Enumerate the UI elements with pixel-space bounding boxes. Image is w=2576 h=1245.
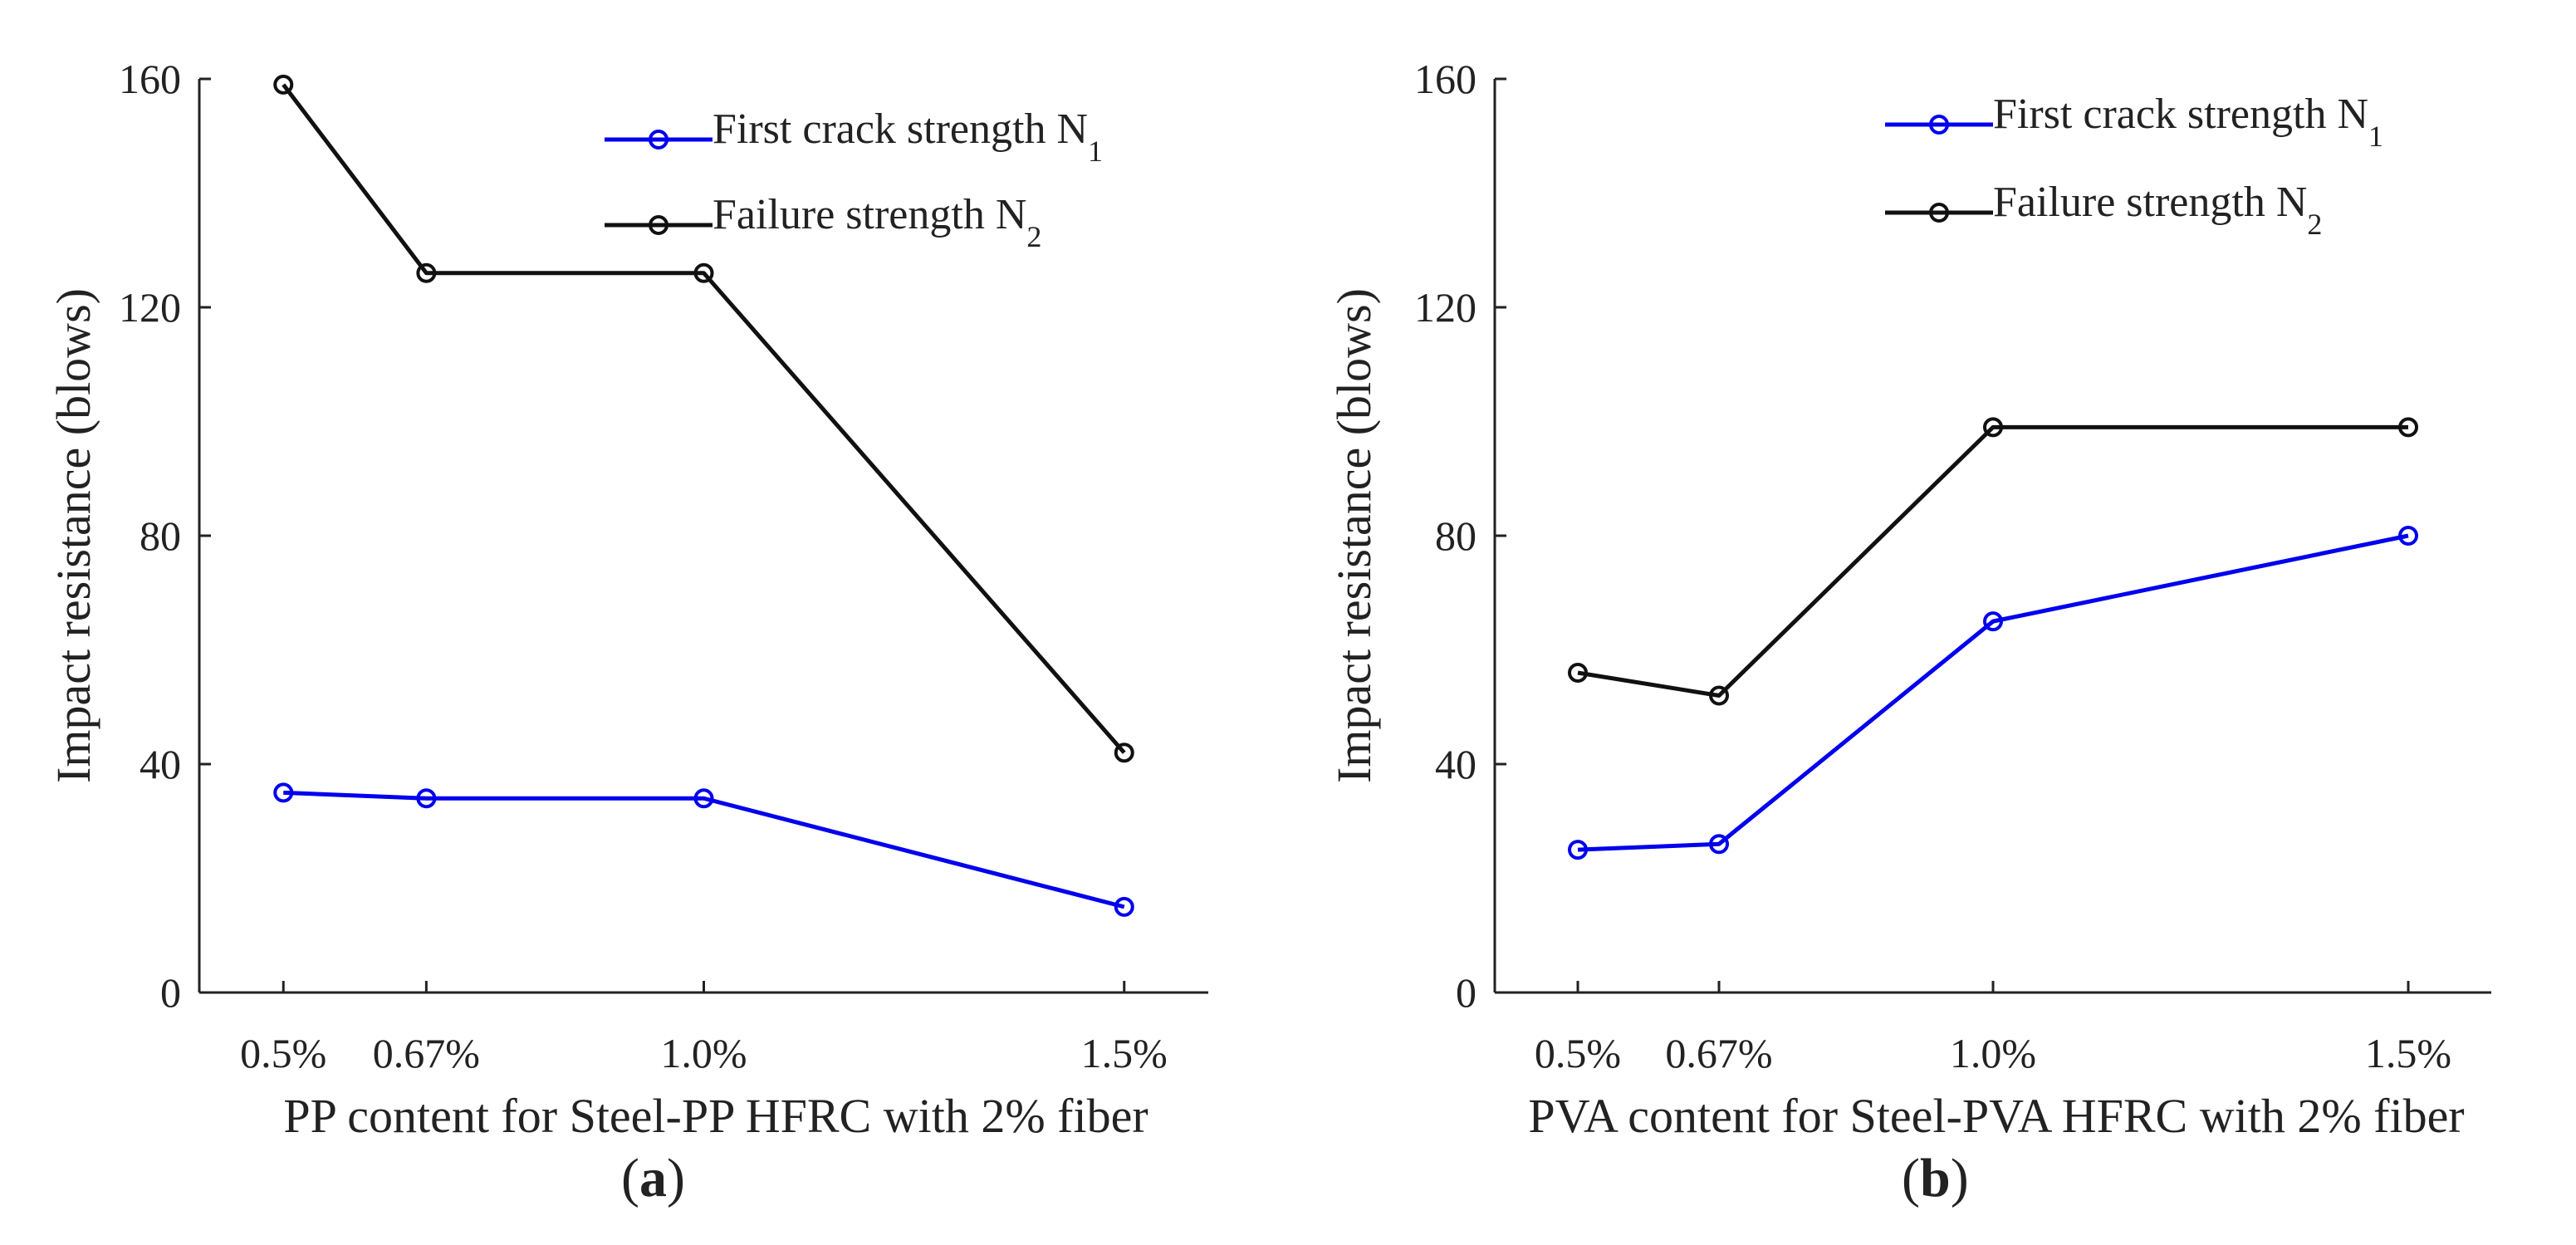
data-point-1 bbox=[1568, 840, 1588, 860]
data-point-2 bbox=[693, 262, 714, 283]
panel-label: (a) bbox=[621, 1148, 685, 1208]
data-point-1 bbox=[416, 788, 437, 809]
legend-entry-1: First crack strength N1 bbox=[713, 105, 1103, 168]
legend-subscript: 2 bbox=[1026, 220, 1041, 253]
x-tick-label: 1.0% bbox=[660, 1030, 747, 1076]
x-axis-label: PVA content for Steel-PVA HFRC with 2% f… bbox=[1528, 1089, 2464, 1143]
y-axis-label: Impact resistance (blows) bbox=[47, 288, 100, 783]
series-line-2 bbox=[1577, 424, 2408, 698]
data-point-2 bbox=[1983, 417, 2003, 438]
legend-marker-1 bbox=[1929, 115, 1949, 135]
data-point-1 bbox=[1114, 896, 1134, 917]
x-tick-label: 0.5% bbox=[240, 1030, 326, 1076]
panel-label: (b) bbox=[1902, 1148, 1969, 1208]
y-tick-label: 0 bbox=[160, 969, 181, 1016]
data-point-1 bbox=[1709, 834, 1729, 855]
panel-label-close: ) bbox=[667, 1148, 685, 1208]
data-point-2 bbox=[273, 74, 294, 95]
legend-entry-2: Failure strength N2 bbox=[713, 191, 1041, 253]
y-tick-label: 40 bbox=[140, 741, 181, 787]
y-tick-label: 160 bbox=[1414, 56, 1477, 102]
panel-label-close: ) bbox=[1951, 1148, 1969, 1208]
legend-subscript: 1 bbox=[2368, 120, 2383, 153]
data-point-1 bbox=[273, 782, 294, 803]
x-tick-label: 0.67% bbox=[1665, 1030, 1772, 1076]
panel-label-letter: b bbox=[1920, 1148, 1951, 1208]
x-tick-label: 1.5% bbox=[1081, 1030, 1168, 1076]
y-tick-label: 120 bbox=[1414, 284, 1477, 331]
legend-name: First crack strength N bbox=[1993, 91, 2368, 138]
data-point-1 bbox=[2398, 526, 2418, 546]
legend-marker-1 bbox=[649, 130, 668, 149]
legend-name: Failure strength N bbox=[713, 191, 1026, 238]
y-tick-label: 0 bbox=[1456, 969, 1477, 1016]
x-tick-label: 1.0% bbox=[1950, 1030, 2036, 1076]
data-point-2 bbox=[1568, 663, 1588, 683]
data-point-1 bbox=[1983, 611, 2003, 632]
legend-subscript: 1 bbox=[1088, 135, 1103, 168]
data-point-1 bbox=[693, 788, 714, 809]
data-point-2 bbox=[1709, 685, 1729, 706]
panel-a: 0 40 80 120 160 0.5% 0.67% 1.0% 1.5% Impact resis… bbox=[47, 56, 1208, 1208]
data-point-2 bbox=[1114, 743, 1134, 763]
series-line-1 bbox=[1577, 533, 2409, 852]
y-tick-label: 160 bbox=[119, 56, 181, 102]
legend-entry-2: Failure strength N2 bbox=[1993, 179, 2322, 241]
data-point-2 bbox=[2398, 417, 2418, 438]
legend-name: First crack strength N bbox=[713, 105, 1088, 153]
panel-label-open: ( bbox=[621, 1148, 639, 1208]
y-tick-label: 80 bbox=[140, 512, 181, 559]
legend-name: Failure strength N bbox=[1993, 179, 2307, 226]
legend-marker-2 bbox=[649, 215, 668, 235]
x-axis-label: PP content for Steel-PP HFRC with 2% fib… bbox=[283, 1089, 1148, 1143]
panel-label-letter: a bbox=[639, 1148, 667, 1208]
x-tick-label: 0.5% bbox=[1535, 1030, 1621, 1076]
x-tick-label: 0.67% bbox=[373, 1030, 480, 1076]
series-line-1 bbox=[283, 790, 1125, 909]
legend-subscript: 2 bbox=[2307, 208, 2322, 241]
panel-label-open: ( bbox=[1902, 1148, 1920, 1208]
series-line-2 bbox=[282, 83, 1126, 754]
data-point-2 bbox=[416, 262, 437, 283]
x-tick-label: 1.5% bbox=[2365, 1030, 2451, 1076]
panel-b: 0 40 80 120 160 0.5% 0.67% 1.0% 1.5% Impact resis… bbox=[1327, 56, 2491, 1208]
y-tick-label: 80 bbox=[1435, 512, 1477, 559]
legend-entry-1: First crack strength N1 bbox=[1993, 91, 2383, 153]
y-tick-label: 40 bbox=[1435, 741, 1477, 787]
y-tick-label: 120 bbox=[119, 284, 181, 331]
y-axis-label: Impact resistance (blows) bbox=[1327, 288, 1381, 783]
legend-marker-2 bbox=[1929, 203, 1949, 223]
